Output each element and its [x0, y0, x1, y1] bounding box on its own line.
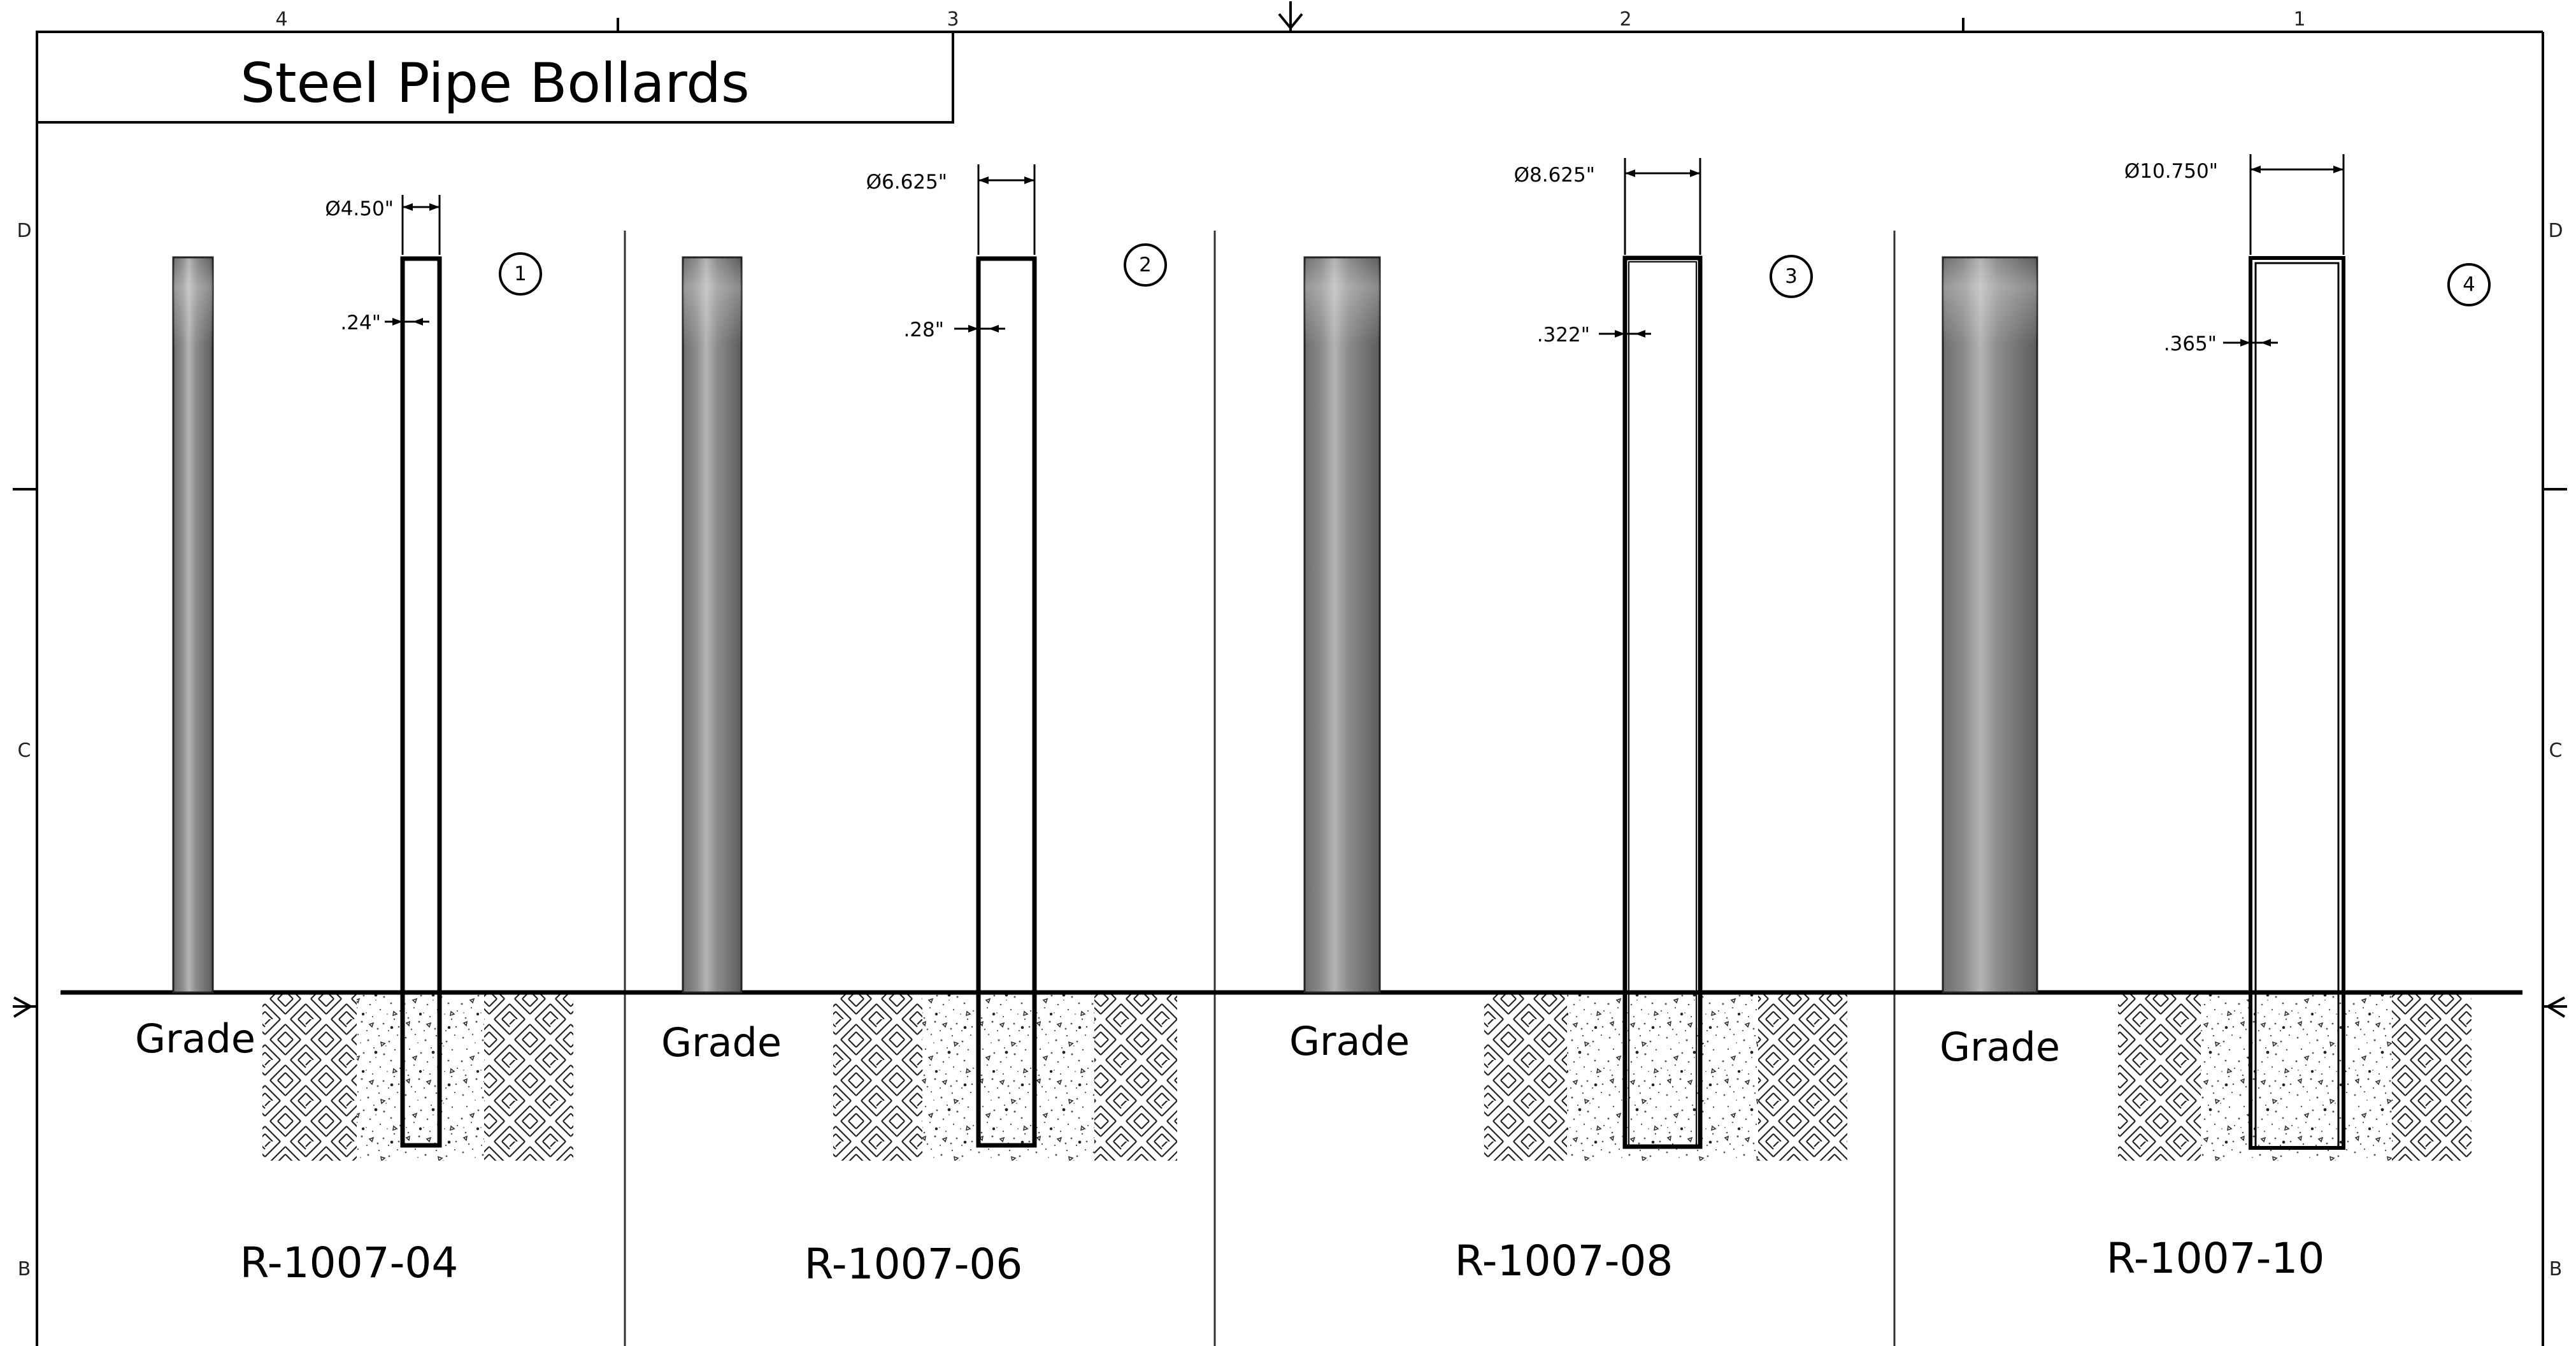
bollard-1-diameter-dimension: Ø4.50" [325, 195, 441, 255]
bollard-1-wall-label: .24" [340, 311, 381, 334]
ground-section-1 [262, 994, 573, 1161]
ground-sections [262, 994, 2472, 1161]
bollard-1: Ø4.50" .24" 1 Grade R-1007-04 [135, 195, 542, 1287]
bollard-3-wall-label: .322" [1537, 324, 1590, 347]
bollard-4-wall-label: .365" [2164, 333, 2217, 355]
svg-text:3: 3 [1785, 265, 1798, 288]
bollard-3: Ø8.625" .322" 3 Grade R-1007-08 [1289, 158, 1813, 1285]
svg-text:4: 4 [2463, 273, 2475, 296]
bollard-4-part-number: R-1007-10 [2107, 1234, 2325, 1283]
bollard-4-section-view [2249, 256, 2345, 1150]
zone-right-d: D [2548, 220, 2563, 242]
zone-labels: 4 3 2 1 D C B D C B [17, 8, 2563, 1280]
bollard-3-diameter-dimension: Ø8.625" [1514, 158, 1701, 255]
zone-right-c: C [2549, 740, 2563, 762]
bollard-2-diameter-dimension: Ø6.625" [866, 164, 1036, 255]
bollard-3-wall-dimension: .322" [1537, 324, 1651, 347]
bollard-1-diameter-label: Ø4.50" [325, 197, 394, 220]
bollard-2-wall-dimension: .28" [903, 319, 1005, 341]
bollard-2-part-number: R-1007-06 [805, 1240, 1023, 1289]
bollard-2-wall-label: .28" [903, 319, 944, 341]
bollard-4-diameter-dimension: Ø10.750" [2124, 154, 2345, 255]
bollard-1-part-number: R-1007-04 [240, 1238, 459, 1287]
ground-section-2 [833, 994, 1177, 1161]
bollard-3-grade-label: Grade [1289, 1018, 1410, 1064]
bollard-1-section-view [400, 256, 442, 1148]
zone-left-c: C [18, 740, 31, 762]
svg-text:2: 2 [1139, 254, 1152, 276]
ground-section-4 [2118, 994, 2472, 1161]
bollard-2-section-view [976, 256, 1037, 1148]
bollard-4-wall-dimension: .365" [2164, 333, 2278, 355]
svg-text:1: 1 [514, 262, 527, 285]
zone-left-b: B [18, 1258, 31, 1280]
column-dividers [624, 231, 1896, 1346]
sheet-title: Steel Pipe Bollards [240, 52, 749, 115]
bollard-1-grade-label: Grade [135, 1015, 255, 1062]
zone-top-3: 3 [947, 8, 959, 31]
bollard-4-diameter-label: Ø10.750" [2124, 160, 2218, 183]
bollard-3-diameter-label: Ø8.625" [1514, 164, 1595, 187]
bollard-2-balloon: 2 [1124, 243, 1167, 287]
bollard-4: Ø10.750" .365" 4 Grade R-1007-10 [1940, 154, 2491, 1283]
title-block: Steel Pipe Bollards [36, 31, 954, 124]
bollard-4-grade-label: Grade [1940, 1024, 2060, 1070]
bollard-4-balloon: 4 [2447, 263, 2491, 306]
bollard-2-diameter-label: Ø6.625" [866, 171, 947, 194]
bollard-1-balloon: 1 [499, 252, 542, 296]
bollard-3-part-number: R-1007-08 [1455, 1236, 1673, 1285]
ground-section-3 [1484, 994, 1847, 1161]
bollard-3-balloon: 3 [1770, 255, 1813, 298]
zone-right-b: B [2549, 1258, 2563, 1280]
zone-top-2: 2 [1619, 8, 1631, 31]
bollard-1-wall-dimension: .24" [340, 311, 429, 334]
bollard-2: Ø6.625" .28" 2 Grade R-1007-06 [661, 164, 1167, 1289]
zone-left-d: D [17, 220, 31, 242]
bollard-3-section-view [1622, 255, 1703, 1149]
zone-top-4: 4 [275, 8, 287, 31]
bollard-2-grade-label: Grade [661, 1019, 782, 1066]
zone-top-1: 1 [2293, 8, 2305, 31]
